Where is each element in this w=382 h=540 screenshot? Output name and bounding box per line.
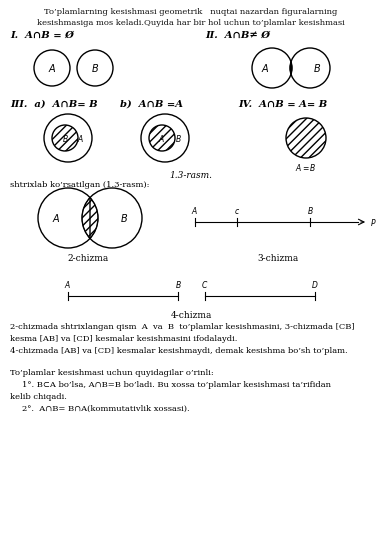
Text: $B$: $B$ [175,132,181,144]
Text: b)  A∩B =A: b) A∩B =A [120,100,183,109]
Text: 1°. B⊂A bo’lsa, A∩B=B bo’ladi. Bu xossa to’plamlar kesishmasi ta’rifidan: 1°. B⊂A bo’lsa, A∩B=B bo’ladi. Bu xossa … [22,381,331,389]
Text: $A$: $A$ [65,279,71,290]
Text: $B$: $B$ [307,205,313,216]
Text: $A=B$: $A=B$ [295,162,317,173]
Text: $B$: $B$ [91,62,99,74]
Text: $B$: $B$ [313,62,321,74]
Text: To’plamlar kesishmasi uchun quyidagilar o’rinli:: To’plamlar kesishmasi uchun quyidagilar … [10,369,214,376]
Text: $A$: $A$ [52,212,60,224]
Text: $B$: $B$ [120,212,128,224]
Text: $A$: $A$ [261,62,269,74]
Text: 4-chizma: 4-chizma [170,311,212,320]
Text: 3-chizma: 3-chizma [257,254,299,263]
Text: kelib chiqadi.: kelib chiqadi. [10,393,67,401]
Text: $B$: $B$ [175,279,181,290]
Text: To’plamlarning kesishmasi geometrik   nuqtai nazardan figuralarning: To’plamlarning kesishmasi geometrik nuqt… [44,8,338,16]
Text: shtrixlab ko’rsatilgan (1.3-rasm):: shtrixlab ko’rsatilgan (1.3-rasm): [10,181,149,189]
Text: $D$: $D$ [311,279,319,290]
Text: $A$: $A$ [159,132,165,144]
Text: $A$: $A$ [48,62,56,74]
Text: IV.  A∩B = A= B: IV. A∩B = A= B [238,100,327,109]
Text: $A$: $A$ [191,205,199,216]
Text: III.  a)  A∩B= B: III. a) A∩B= B [10,100,98,109]
Text: II.  A∩B≠ Ø: II. A∩B≠ Ø [205,31,270,40]
Text: $C$: $C$ [201,279,209,290]
Text: I.  A∩B = Ø: I. A∩B = Ø [10,31,74,40]
Text: 4-chizmada [AB] va [CD] kesmalar kesishmaydi, demak kesishma bo’sh to’plam.: 4-chizmada [AB] va [CD] kesmalar kesishm… [10,347,348,355]
Text: 2°.  A∩B= B∩A(kommutativlik xossasi).: 2°. A∩B= B∩A(kommutativlik xossasi). [22,404,189,413]
Text: 1.3-rasm.: 1.3-rasm. [170,171,212,180]
Text: 2-chizma: 2-chizma [67,254,108,263]
Text: kesishmasiga mos keladi.Quyida har bir hol uchun to’plamlar kesishmasi: kesishmasiga mos keladi.Quyida har bir h… [37,19,345,27]
Text: 2-chizmada shtrixlangan qism  A  va  B  to’plamlar kesishmasini, 3-chizmada [CB]: 2-chizmada shtrixlangan qism A va B to’p… [10,323,354,331]
Text: $P$: $P$ [370,217,377,227]
Text: $B$: $B$ [62,132,68,144]
Bar [237,218,310,226]
Text: $c$: $c$ [234,207,240,216]
Text: $A$: $A$ [78,132,84,144]
Text: kesma [AB] va [CD] kesmalar kesishmasini ifodalaydi.: kesma [AB] va [CD] kesmalar kesishmasini… [10,335,237,343]
